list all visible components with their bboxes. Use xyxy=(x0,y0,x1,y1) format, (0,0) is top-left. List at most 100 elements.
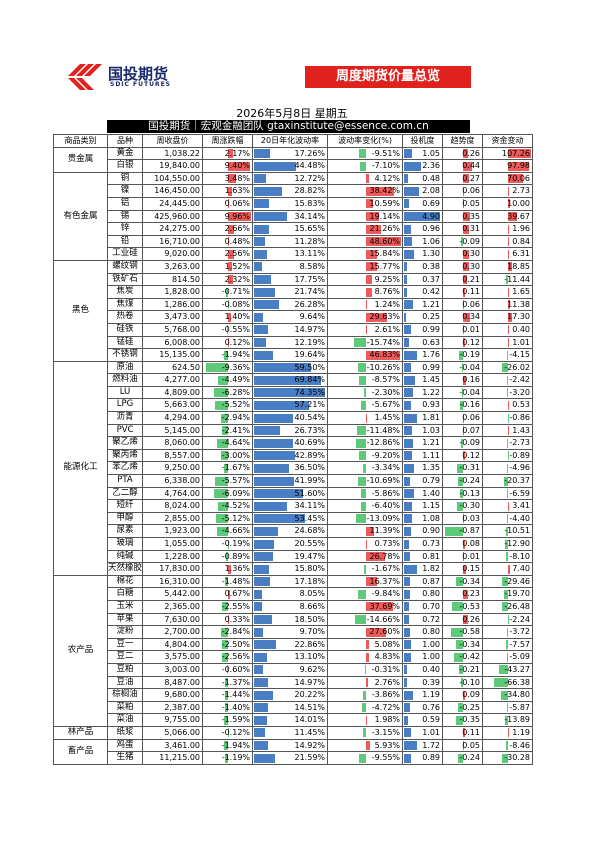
data-bar xyxy=(404,287,408,297)
cell-text: 20.55% xyxy=(294,539,326,548)
data-bar xyxy=(404,476,410,486)
cell-text: -4.15 xyxy=(509,350,531,360)
name: 锌 xyxy=(106,222,144,236)
cell: 57.21% xyxy=(252,398,329,413)
cell-text: -4.49% xyxy=(221,375,251,385)
cell-text: 0.48% xyxy=(224,236,251,246)
category: 贵金属 xyxy=(53,146,108,173)
cell: -0.24 xyxy=(442,474,484,488)
data-bar xyxy=(254,186,282,196)
data-row: 苯乙烯 9,250.00 -1.67% 36.50% -3.34% 1.35 -0.31 -4… xyxy=(54,461,534,476)
cell-text: -1.67% xyxy=(371,564,401,574)
data-bar xyxy=(455,577,463,587)
cell: -0.53 xyxy=(442,599,484,614)
header-row: 商品类别 品种 周收盘价 周涨跌幅 20日年化波动率 波动率变化(%) 投机度 趋势度 资金变动 xyxy=(53,134,534,148)
cell: -5.52% xyxy=(202,398,254,413)
cell: 15,135.00 xyxy=(142,348,204,362)
cell-text: 42.89% xyxy=(294,450,326,460)
cell-text: 0.42 xyxy=(422,287,441,297)
cell: -6.09% xyxy=(202,486,254,501)
name: 焦煤 xyxy=(106,297,144,312)
data-bar xyxy=(507,514,508,524)
cell-text: 9.40% xyxy=(224,161,251,171)
cell-text: 0.63 xyxy=(422,337,441,347)
cell-text: -0.04 xyxy=(459,362,481,372)
cell-text: -2.94% xyxy=(221,413,251,423)
cell-text: -66.38 xyxy=(504,677,531,687)
cell: 0.30 xyxy=(442,247,484,261)
data-bar xyxy=(501,753,508,763)
cell: 0.26 xyxy=(442,612,484,627)
cell-text: 0.06 xyxy=(462,413,481,423)
data-bar xyxy=(228,161,250,171)
data-bar xyxy=(228,149,234,159)
cell: 2,387.00 xyxy=(142,700,204,715)
name: PTA xyxy=(106,474,144,488)
cell: 21.26% xyxy=(327,222,404,236)
cell: -3.72 xyxy=(482,625,534,639)
cell-text: 6,338.00 xyxy=(164,476,201,486)
cell: -0.89% xyxy=(202,549,254,564)
cell-text: 15.77% xyxy=(369,261,401,271)
cell-text: 0.09 xyxy=(462,690,481,700)
name: 苯乙烯 xyxy=(106,461,144,476)
data-bar xyxy=(360,161,366,171)
cell: 4,809.00 xyxy=(142,385,204,400)
data-bar xyxy=(254,489,304,499)
cell-text: 26.78% xyxy=(369,551,401,561)
cell-text: 1.35 xyxy=(422,463,441,473)
data-bar xyxy=(254,703,268,713)
data-bar xyxy=(404,350,417,360)
data-bar xyxy=(254,262,263,272)
name: 铝 xyxy=(106,196,144,211)
cell-text: 2.36 xyxy=(422,161,441,171)
data-row: 淀粉 2,700.00 -2.84% 9.70% 27.60% 0.80 -0.58 -3.7… xyxy=(54,625,534,639)
cell-text: 0.67% xyxy=(224,589,251,599)
cell: -2.73 xyxy=(482,436,534,450)
cell: -1.48% xyxy=(202,574,254,589)
cell: 1.63% xyxy=(202,184,254,198)
data-bar xyxy=(228,237,230,247)
cell: 11,215.00 xyxy=(142,751,204,765)
cell-text: 15.80% xyxy=(294,564,326,574)
cell: 0.08 xyxy=(442,537,484,551)
cell-text: 0.34 xyxy=(462,312,481,322)
data-bar xyxy=(508,262,513,272)
name: 锡 xyxy=(106,209,144,224)
cell-text: 2.08 xyxy=(422,186,441,196)
name: 鸡蛋 xyxy=(106,738,144,753)
data-bar xyxy=(404,690,413,700)
cell: -9.36% xyxy=(202,360,254,375)
cell: -3.20 xyxy=(482,385,534,400)
data-bar xyxy=(254,325,269,335)
cell-text: 0.87 xyxy=(422,576,441,586)
cell-text: 3,461.00 xyxy=(164,740,201,750)
cell-text: 0.38 xyxy=(422,261,441,271)
cell-text: -0.24 xyxy=(459,476,481,486)
cell: 8.76% xyxy=(327,285,404,299)
cell-text: 17.18% xyxy=(294,576,326,586)
data-bar xyxy=(445,526,464,536)
data-bar xyxy=(363,388,366,398)
data-row: 菜粕 2,387.00 -1.40% 14.51% -4.72% 0.76 -0.25 -5.… xyxy=(54,700,534,715)
data-bar xyxy=(404,161,422,171)
data-bar xyxy=(404,703,410,713)
cell-text: -0.55% xyxy=(221,324,251,334)
cell: 0.01 xyxy=(442,549,484,564)
cell: 1,923.00 xyxy=(142,524,204,538)
cell: -0.09 xyxy=(442,436,484,450)
cell: 1.00 xyxy=(402,650,444,664)
data-row: 铁矿石 814.50 2.32% 17.75% 9.25% 0.37 0.21 -11.44 xyxy=(54,272,534,287)
cell-text: 0.01 xyxy=(462,551,481,561)
data-row: 棕榈油 9,680.00 -1.44% 20.22% -3.86% 1.19 0.09 -34… xyxy=(54,688,534,702)
data-bar xyxy=(404,237,412,247)
name: 生猪 xyxy=(106,751,144,765)
cell: -2.56% xyxy=(202,650,254,664)
cell-text: 0.72 xyxy=(422,614,441,624)
cell-text: -11.48% xyxy=(366,425,401,435)
cell-text: -2.55% xyxy=(221,601,251,611)
cell: 1.98% xyxy=(327,713,404,727)
cell-text: 4,809.00 xyxy=(164,387,201,397)
cell: 0.16 xyxy=(442,373,484,387)
cell-text: 19.47% xyxy=(294,551,326,561)
